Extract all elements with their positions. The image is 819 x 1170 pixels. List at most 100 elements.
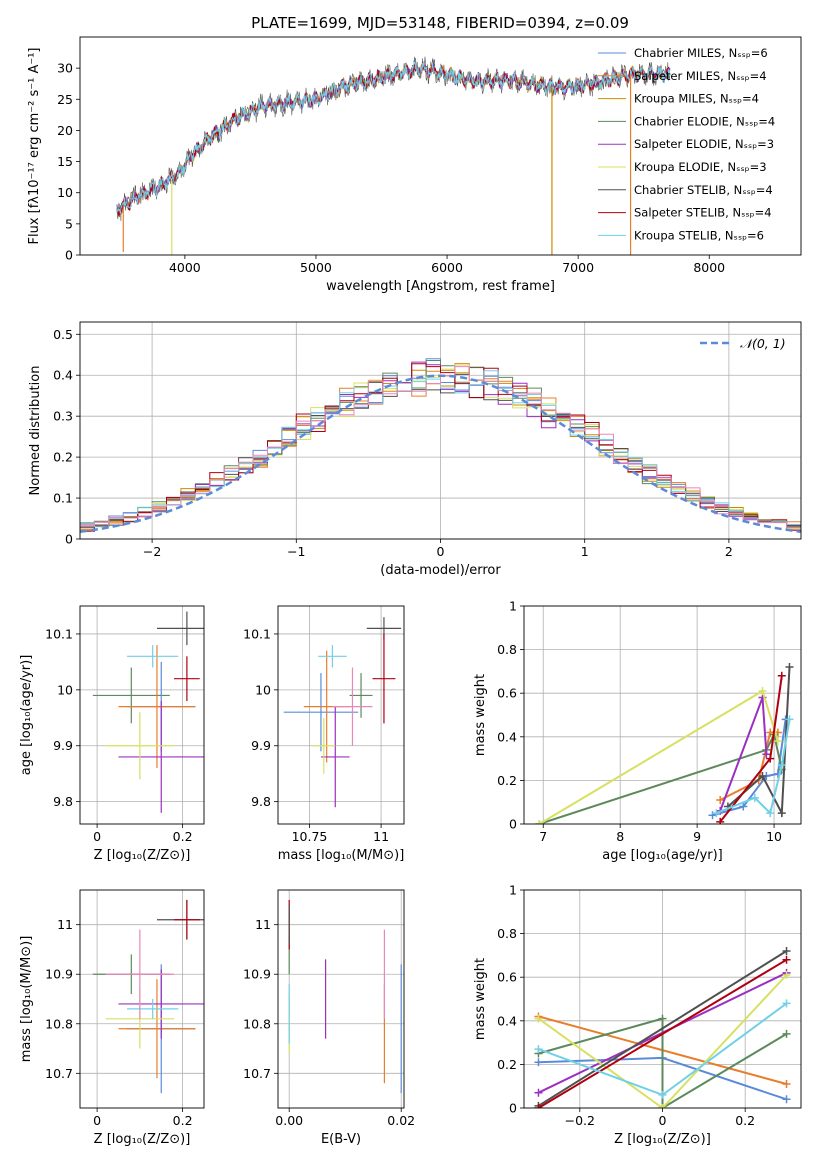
y-tick-label: 0.4 bbox=[497, 729, 517, 744]
weight-marker bbox=[716, 796, 725, 805]
panel-mass_vs_ebv: 0.00 0.02 10.7 10.8 10.9 11 E(B-V) bbox=[243, 889, 415, 1147]
weight-series-line bbox=[537, 958, 788, 1108]
y-axis-label: Normed distribution bbox=[28, 366, 43, 496]
weight-marker bbox=[782, 1095, 791, 1104]
x-tick-label: 10 bbox=[766, 829, 782, 844]
y-tick-label: 9.9 bbox=[53, 738, 73, 753]
y-tick-label: 0.4 bbox=[53, 368, 73, 383]
x-tick-label: 0 bbox=[659, 1113, 667, 1128]
spectrum-series-line bbox=[116, 63, 671, 218]
y-tick-label: 9.8 bbox=[251, 794, 271, 809]
y-axis-label: Flux [fλ10⁻¹⁷ erg cm⁻² s⁻¹ A⁻¹] bbox=[27, 48, 42, 245]
plot-area bbox=[535, 663, 794, 824]
y-tick-label: 0.3 bbox=[53, 409, 73, 424]
legend-entry: Kroupa MILES, Nₛₛₚ=4 bbox=[634, 92, 759, 106]
x-tick-label: 0.00 bbox=[275, 1113, 303, 1128]
x-axis-label: (data-model)/error bbox=[380, 563, 501, 578]
weight-marker bbox=[766, 809, 775, 818]
x-tick-label: 8000 bbox=[693, 260, 725, 275]
x-tick-label: 11 bbox=[373, 829, 389, 844]
y-axis-label: mass weight bbox=[473, 958, 488, 1040]
x-tick-label: −1 bbox=[287, 544, 305, 559]
panel-age_vs_mass: 10.75 11 9.8 9.9 10 10.1 mass [log₁₀(M/M⊙)] bbox=[243, 605, 405, 863]
x-axis-label: wavelength [Angstrom, rest frame] bbox=[326, 279, 555, 294]
panel-spectrum: 4000 5000 6000 7000 8000 0 5 10 15 20 25 30 waveleng… bbox=[27, 36, 802, 294]
x-tick-label: 0 bbox=[93, 829, 101, 844]
y-tick-label: 10.8 bbox=[45, 1016, 73, 1031]
weight-marker bbox=[782, 999, 791, 1008]
y-tick-label: 0 bbox=[509, 1101, 517, 1116]
weight-marker bbox=[534, 1045, 543, 1054]
x-axis-label: E(B-V) bbox=[321, 1132, 361, 1147]
legend-entry: Chabrier ELODIE, Nₛₛₚ=4 bbox=[634, 114, 775, 128]
weight-marker bbox=[762, 750, 771, 759]
y-tick-label: 0.4 bbox=[497, 1013, 517, 1028]
weight-marker bbox=[658, 1014, 667, 1023]
x-tick-label: 0.2 bbox=[735, 1113, 755, 1128]
y-tick-label: 25 bbox=[57, 92, 73, 107]
x-tick-label: 9 bbox=[693, 829, 701, 844]
y-tick-label: 20 bbox=[57, 123, 73, 138]
y-axis-label: mass weight bbox=[473, 674, 488, 756]
weight-marker bbox=[758, 772, 767, 781]
legend-entry: Salpeter STELIB, Nₛₛₚ=4 bbox=[634, 206, 772, 220]
x-tick-label: 0.02 bbox=[387, 1113, 415, 1128]
weight-marker bbox=[534, 1014, 543, 1023]
plot-area bbox=[534, 947, 791, 1108]
weight-marker bbox=[534, 1058, 543, 1067]
plot-area bbox=[283, 617, 402, 808]
weight-marker bbox=[782, 1029, 791, 1038]
x-tick-label: 4000 bbox=[169, 260, 201, 275]
gaussian-curve bbox=[80, 374, 801, 534]
x-tick-label: 0.2 bbox=[173, 829, 193, 844]
x-tick-label: 8 bbox=[616, 829, 624, 844]
y-tick-label: 10.9 bbox=[45, 967, 73, 982]
y-tick-label: 15 bbox=[57, 154, 73, 169]
axes-frame bbox=[523, 605, 802, 825]
x-tick-label: 7 bbox=[539, 829, 547, 844]
plot-area bbox=[116, 56, 671, 255]
panel-age_vs_Z: 0 0.2 9.8 9.9 10 10.1 Z [log₁₀(Z/Z⊙)] age [log₁… bbox=[19, 605, 205, 863]
weight-marker bbox=[777, 809, 786, 818]
weight-marker bbox=[785, 715, 794, 724]
x-tick-label: 0 bbox=[93, 1113, 101, 1128]
plot-area bbox=[92, 899, 204, 1094]
weight-marker bbox=[739, 802, 748, 811]
y-tick-label: 1 bbox=[509, 599, 517, 614]
weight-marker bbox=[758, 687, 767, 696]
weight-marker bbox=[777, 671, 786, 680]
y-tick-label: 0.8 bbox=[497, 926, 517, 941]
y-tick-label: 10.9 bbox=[243, 967, 271, 982]
x-tick-label: 10.75 bbox=[292, 829, 328, 844]
y-tick-label: 10.1 bbox=[243, 626, 271, 641]
histogram-step bbox=[80, 366, 801, 530]
y-axis-label: age [log₁₀(age/yr)] bbox=[19, 655, 34, 776]
weight-marker bbox=[782, 1080, 791, 1089]
legend-entry: Kroupa STELIB, Nₛₛₚ=6 bbox=[634, 228, 764, 242]
weight-marker bbox=[782, 955, 791, 964]
x-tick-label: 2 bbox=[725, 544, 733, 559]
y-tick-label: 5 bbox=[65, 216, 73, 231]
spectrum-series-line bbox=[116, 60, 671, 215]
weight-marker bbox=[658, 1090, 667, 1099]
axes-frame bbox=[277, 889, 405, 1109]
y-tick-label: 0 bbox=[509, 817, 517, 832]
x-axis-label: Z [log₁₀(Z/Z⊙)] bbox=[94, 1132, 191, 1147]
weight-marker bbox=[777, 761, 786, 770]
legend-entry: 𝒩(0, 1) bbox=[740, 336, 786, 351]
weight-marker bbox=[534, 1104, 543, 1108]
weight-series-line bbox=[538, 1017, 788, 1108]
weight-marker bbox=[782, 947, 791, 956]
legend-entry: Chabrier STELIB, Nₛₛₚ=4 bbox=[634, 183, 773, 197]
y-tick-label: 10.8 bbox=[243, 1016, 271, 1031]
x-tick-label: 6000 bbox=[431, 260, 463, 275]
axes-frame bbox=[277, 605, 405, 825]
weight-marker bbox=[773, 737, 782, 746]
y-tick-label: 10 bbox=[57, 185, 73, 200]
y-tick-label: 0 bbox=[65, 532, 73, 547]
x-tick-label: −2 bbox=[143, 544, 161, 559]
y-axis-label: mass [log₁₀(M/M⊙)] bbox=[19, 936, 34, 1063]
x-axis-label: mass [log₁₀(M/M⊙)] bbox=[278, 848, 405, 863]
weight-marker bbox=[658, 1104, 667, 1108]
